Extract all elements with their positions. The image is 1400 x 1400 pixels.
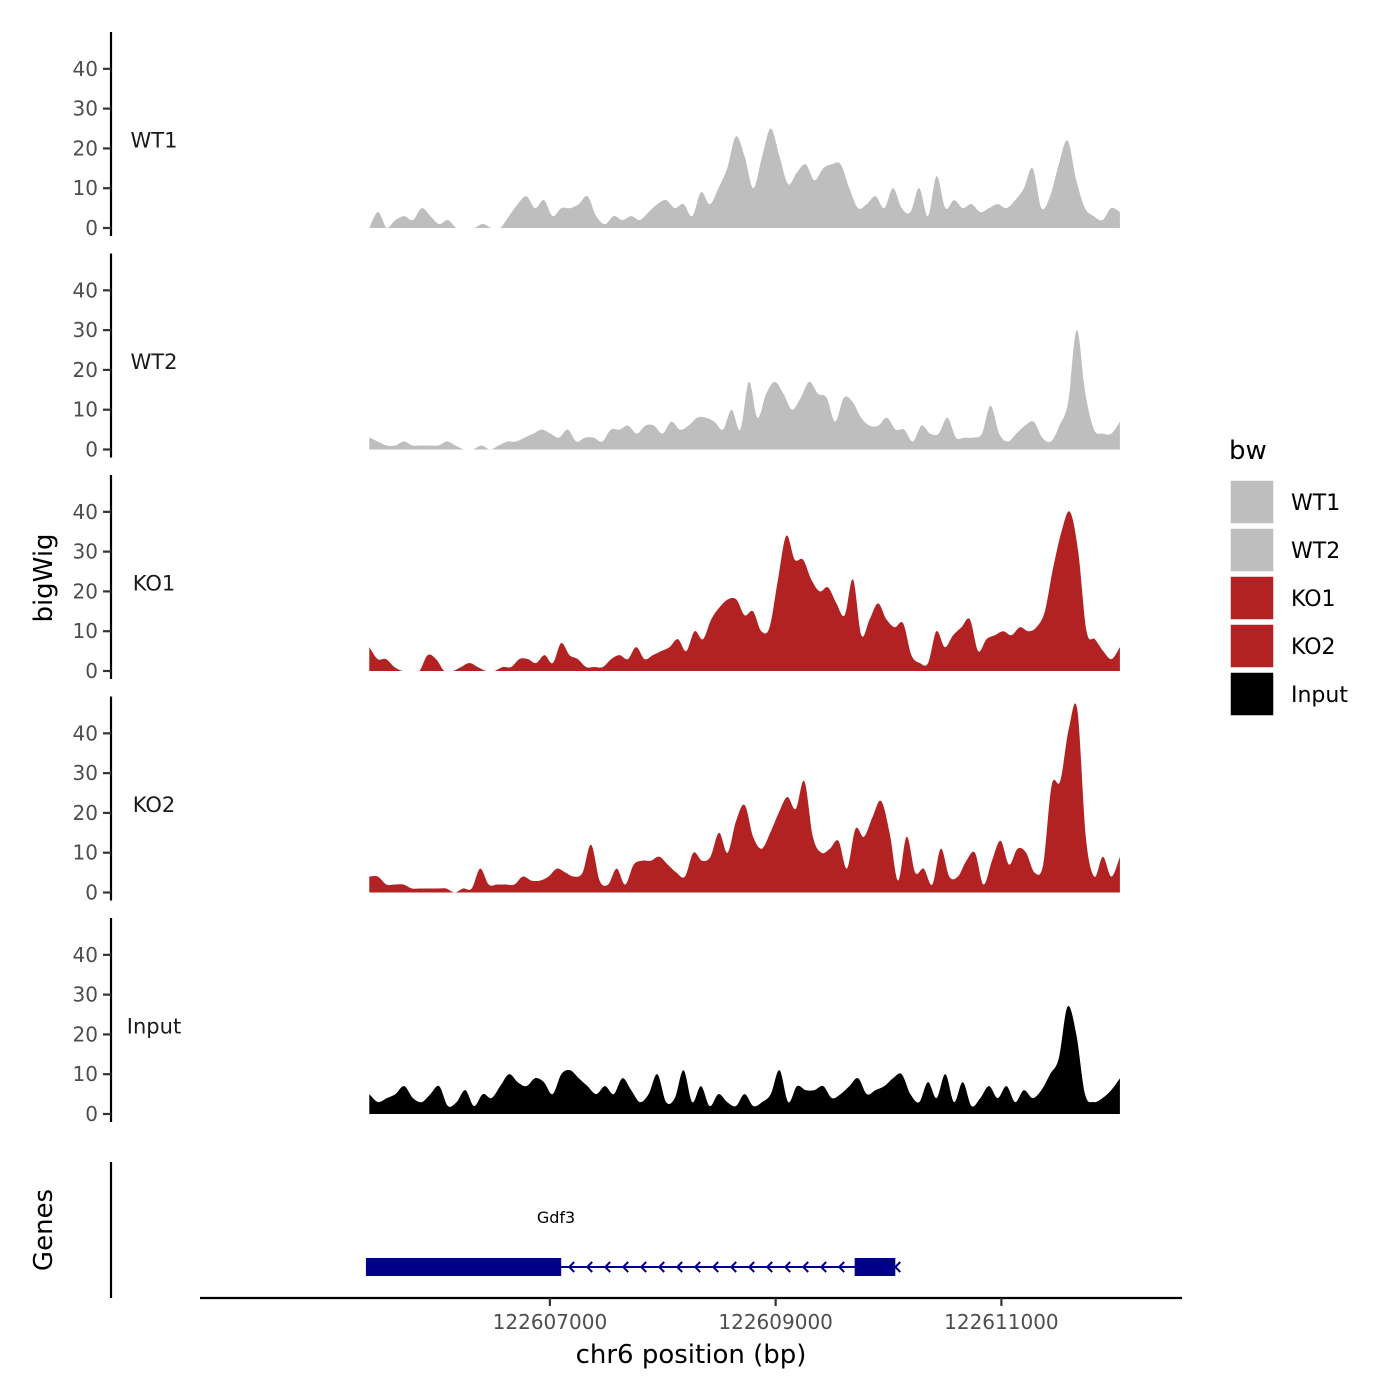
strand-arrow — [819, 1261, 827, 1273]
track-ko1: 0 10 20 30 40 KO1 — [73, 475, 1120, 683]
y-tick-label-input: 30 — [73, 983, 98, 1007]
gene-exon — [854, 1258, 896, 1276]
y-tick-label-wt2: 10 — [73, 398, 98, 422]
y-tick-label-ko1: 20 — [73, 579, 98, 603]
x-tick-label: 122611000 — [944, 1310, 1059, 1334]
y-tick-label-input: 0 — [85, 1102, 98, 1126]
legend-title: bw — [1229, 436, 1267, 466]
y-tick-label-ko2: 40 — [73, 721, 98, 745]
strand-arrow — [639, 1261, 647, 1273]
y-tick-label-wt2: 0 — [85, 438, 98, 462]
strand-arrow — [837, 1261, 845, 1273]
strand-arrow — [603, 1261, 611, 1273]
track-label-input: Input — [127, 1014, 181, 1038]
legend-swatch-ko2 — [1229, 623, 1275, 669]
legend-swatch-input — [1229, 671, 1275, 717]
track-wt2: 0 10 20 30 40 WT2 — [73, 253, 1120, 462]
y-tick-label-ko2: 30 — [73, 761, 98, 785]
legend-label-input: Input — [1291, 683, 1348, 708]
strand-arrow — [567, 1261, 575, 1273]
gene-track: Genes Gdf3 — [29, 1162, 902, 1298]
strand-arrow — [801, 1261, 809, 1273]
y-tick-label-wt1: 0 — [85, 216, 98, 240]
legend-label-wt1: WT1 — [1291, 491, 1340, 516]
track-wt1: 0 10 20 30 40 WT1 — [73, 32, 1120, 240]
y-tick-label-ko1: 0 — [85, 659, 98, 683]
track-ko2: 0 10 20 30 40 KO2 — [73, 696, 1120, 905]
track-label-wt1: WT1 — [131, 128, 178, 152]
strand-arrow — [747, 1261, 755, 1273]
track-label-ko1: KO1 — [133, 571, 176, 595]
strand-arrow — [693, 1261, 701, 1273]
signal-area-wt1 — [369, 128, 1120, 228]
y-tick-label-wt1: 30 — [73, 97, 98, 121]
track-input: 0 10 20 30 40 Input — [73, 918, 1120, 1126]
x-tick-label: 122609000 — [718, 1310, 833, 1334]
track-label-wt2: WT2 — [131, 350, 178, 374]
y-tick-label-input: 20 — [73, 1022, 98, 1046]
y-tick-label-ko1: 10 — [73, 619, 98, 643]
x-tick-label: 122607000 — [493, 1310, 608, 1334]
y-tick-label-wt2: 20 — [73, 358, 98, 382]
y-tick-label-input: 40 — [73, 943, 98, 967]
signal-area-wt2 — [369, 330, 1120, 450]
legend-swatch-wt2 — [1229, 527, 1275, 573]
strand-arrow — [783, 1261, 791, 1273]
signal-area-ko2 — [369, 703, 1120, 893]
legend-swatch-wt1 — [1229, 479, 1275, 525]
gene-gdf3: Gdf3 — [365, 1208, 902, 1276]
strand-arrow — [765, 1261, 773, 1273]
strand-arrow — [729, 1261, 737, 1273]
signal-area-input — [369, 1006, 1120, 1114]
strand-arrow — [711, 1261, 719, 1273]
legend: bw WT1 WT2 KO1 KO2 Input — [1229, 436, 1348, 717]
legend-label-wt2: WT2 — [1291, 539, 1340, 564]
legend-label-ko2: KO2 — [1291, 635, 1336, 660]
y-tick-label-ko2: 0 — [85, 881, 98, 905]
gene-exon — [365, 1258, 562, 1276]
y-tick-label-wt1: 10 — [73, 176, 98, 200]
y-tick-label-ko1: 30 — [73, 540, 98, 564]
strand-arrow — [585, 1261, 593, 1273]
strand-arrow — [621, 1261, 629, 1273]
gene-track-title: Genes — [29, 1189, 59, 1271]
y-tick-label-wt2: 40 — [73, 278, 98, 302]
strand-arrow — [893, 1261, 902, 1273]
strand-arrow — [657, 1261, 665, 1273]
y-axis-title: bigWig — [29, 533, 59, 622]
track-label-ko2: KO2 — [133, 793, 176, 817]
strand-arrow — [675, 1261, 683, 1273]
y-tick-label-ko2: 20 — [73, 801, 98, 825]
legend-swatch-ko1 — [1229, 575, 1275, 621]
y-tick-label-wt2: 30 — [73, 318, 98, 342]
y-tick-label-wt1: 20 — [73, 136, 98, 160]
legend-label-ko1: KO1 — [1291, 587, 1336, 612]
y-tick-label-ko1: 40 — [73, 500, 98, 524]
x-axis-title: chr6 position (bp) — [576, 1340, 807, 1370]
signal-tracks: 0 10 20 30 40 WT1 0 10 20 30 40 WT2 0 10 20 30 40 KO1 0 10 2… — [73, 32, 1120, 1126]
y-tick-label-ko2: 10 — [73, 841, 98, 865]
gene-label-gdf3: Gdf3 — [537, 1208, 575, 1227]
y-tick-label-wt1: 40 — [73, 57, 98, 81]
signal-area-ko1 — [369, 511, 1120, 671]
y-tick-label-input: 10 — [73, 1062, 98, 1086]
x-axis: 122607000 122609000 122611000 — [200, 1296, 1182, 1334]
